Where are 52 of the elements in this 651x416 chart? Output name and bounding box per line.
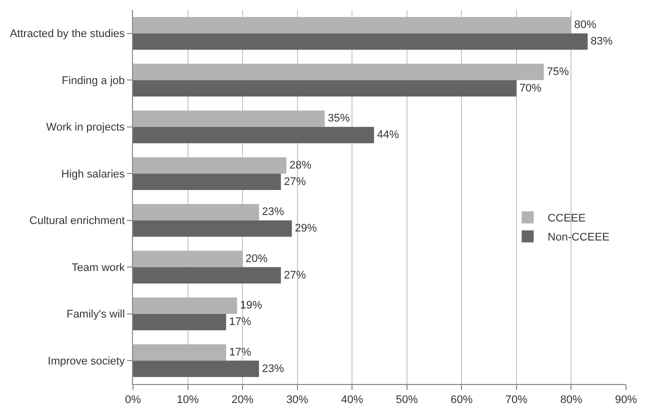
y-tick-label: High salaries — [61, 168, 126, 180]
x-tick-label: 60% — [450, 394, 473, 406]
y-tick-label: Attracted by the studies — [10, 28, 126, 40]
bar — [133, 33, 588, 50]
bar — [133, 110, 325, 127]
data-label: 28% — [289, 159, 312, 172]
bar — [133, 314, 226, 330]
bar — [133, 126, 374, 144]
data-label: 70% — [519, 82, 542, 94]
bar — [133, 298, 238, 314]
bar — [133, 64, 544, 80]
x-tick-label: 20% — [232, 394, 254, 406]
bar — [133, 204, 259, 220]
y-tick-label: Finding a job — [62, 74, 125, 87]
x-tick-label: 0% — [125, 394, 142, 406]
legend-label: Non-CCEEE — [548, 232, 610, 244]
data-label: 17% — [229, 346, 252, 358]
bar — [133, 220, 292, 237]
y-tick-label: Cultural enrichment — [29, 215, 125, 228]
x-tick-label: 80% — [560, 394, 582, 406]
y-tick-label: Team work — [72, 262, 126, 274]
y-tick-label: Family's will — [66, 308, 125, 321]
bar — [133, 344, 226, 361]
bar — [133, 157, 286, 174]
x-tick-label: 30% — [286, 394, 309, 406]
data-label: 20% — [246, 252, 268, 265]
x-tick-label: 90% — [614, 394, 638, 406]
data-label: 80% — [574, 19, 596, 32]
data-label: 17% — [229, 316, 252, 328]
bar — [133, 267, 281, 284]
y-tick-label: Improve society — [48, 355, 126, 368]
bar — [133, 17, 572, 34]
y-tick-label: Work in projects — [46, 122, 126, 134]
bar — [133, 80, 516, 96]
bar — [133, 174, 281, 190]
x-tick-label: 70% — [505, 394, 528, 406]
legend-label: CCEEE — [548, 212, 586, 225]
data-label: 44% — [377, 129, 400, 142]
data-label: 27% — [284, 176, 306, 188]
x-tick-label: 50% — [396, 394, 418, 406]
data-label: 29% — [294, 222, 318, 235]
bar — [133, 250, 243, 268]
data-label: 27% — [284, 269, 306, 282]
bar — [133, 360, 259, 377]
data-label: 83% — [590, 36, 613, 48]
x-tick-label: 40% — [341, 394, 364, 406]
data-label: 19% — [240, 300, 262, 312]
x-tick-label: 10% — [176, 394, 199, 406]
data-label: 35% — [328, 112, 350, 125]
data-label: 23% — [262, 362, 284, 375]
data-label: 23% — [262, 206, 284, 218]
data-label: 75% — [546, 66, 570, 78]
